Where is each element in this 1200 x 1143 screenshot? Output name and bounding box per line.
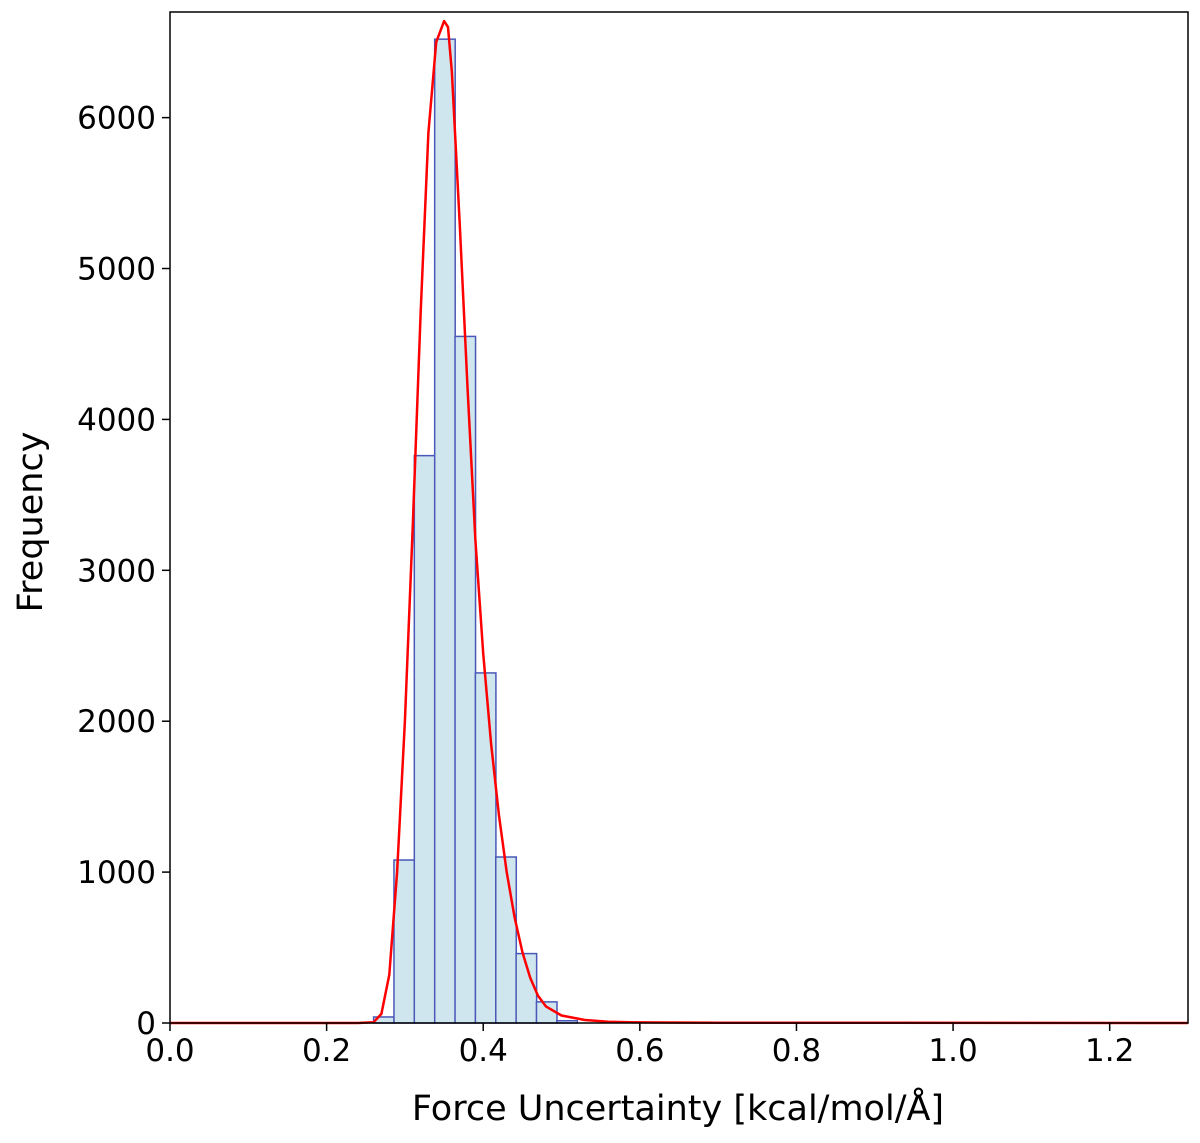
histogram-bar-5 bbox=[474, 672, 497, 1024]
histogram-bar-3 bbox=[433, 38, 456, 1024]
y-tick-label-4: 4000 bbox=[77, 402, 156, 438]
y-axis-ticks: 0 1000 2000 3000 4000 5000 6000 bbox=[77, 101, 170, 1042]
y-tick-label-6: 6000 bbox=[77, 101, 156, 137]
x-axis-title: Force Uncertainty [kcal/mol/Å] bbox=[412, 1086, 944, 1129]
y-tick-label-0: 0 bbox=[136, 1006, 156, 1042]
x-tick-label-5: 1.0 bbox=[928, 1033, 977, 1069]
x-tick-label-4: 0.8 bbox=[772, 1033, 821, 1069]
histogram-bar-6 bbox=[495, 856, 518, 1024]
kde-curve bbox=[170, 19, 1189, 1025]
y-axis-title: Frequency bbox=[11, 432, 51, 613]
y-tick-label-1: 1000 bbox=[77, 855, 156, 891]
kde-curve-layer bbox=[170, 19, 1189, 1025]
histogram-bar-4 bbox=[454, 335, 477, 1024]
x-tick-label-2: 0.4 bbox=[459, 1033, 508, 1069]
x-tick-label-1: 0.2 bbox=[302, 1033, 351, 1069]
x-tick-label-6: 1.2 bbox=[1085, 1033, 1134, 1069]
y-tick-label-3: 3000 bbox=[77, 553, 156, 589]
plot-frame bbox=[169, 11, 1189, 1024]
y-tick-label-5: 5000 bbox=[77, 252, 156, 288]
histogram-bar-2 bbox=[413, 454, 436, 1024]
x-axis-ticks: 0.0 0.2 0.4 0.6 0.8 1.0 1.2 bbox=[145, 1023, 1134, 1069]
y-tick-label-2: 2000 bbox=[77, 704, 156, 740]
x-tick-label-3: 0.6 bbox=[615, 1033, 664, 1069]
x-tick-label-0: 0.0 bbox=[145, 1033, 194, 1069]
